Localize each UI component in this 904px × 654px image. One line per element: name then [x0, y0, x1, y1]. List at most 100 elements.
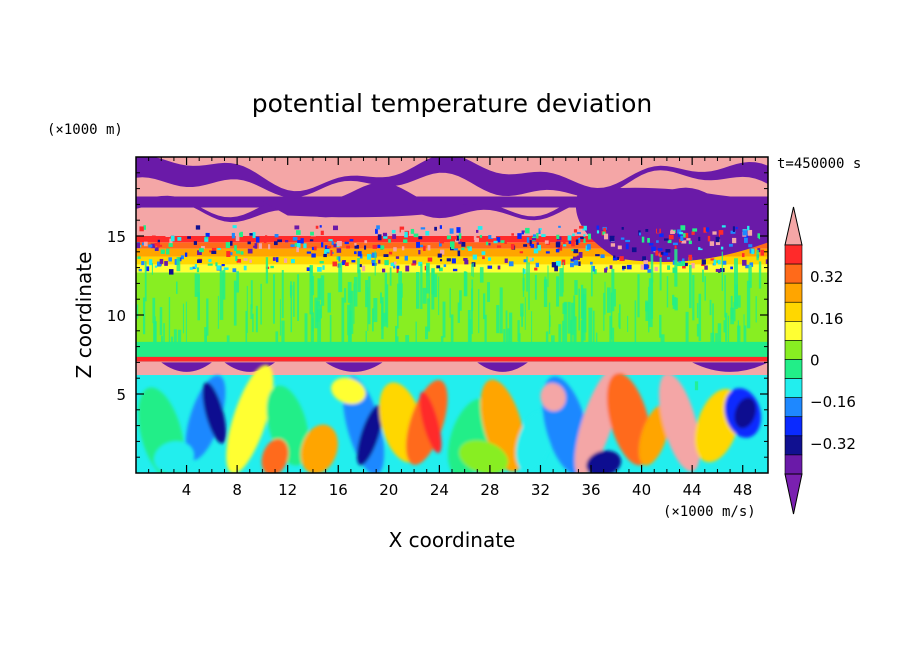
speckle: [649, 250, 652, 256]
layer-band-2: [136, 248, 768, 257]
speckle: [741, 253, 745, 258]
speckle: [533, 248, 539, 254]
eddy: [153, 441, 194, 473]
speckle: [317, 267, 322, 272]
speckle: [603, 227, 607, 234]
speckle: [155, 247, 159, 251]
streak: [549, 315, 551, 327]
layer-band-4: [136, 236, 768, 243]
speckle: [180, 255, 184, 260]
colorbar-label: −0.16: [810, 393, 856, 411]
streak: [154, 321, 157, 345]
streak: [457, 302, 460, 323]
streak: [320, 275, 325, 306]
speckle: [320, 230, 324, 236]
speckle: [609, 235, 615, 242]
speckle: [166, 248, 170, 255]
x-tick-label: 4: [182, 481, 192, 499]
y-axis-ticks: 5 10 15: [107, 172, 768, 458]
colorbar-swatch: [784, 435, 803, 456]
colorbar-extend-top: [784, 206, 803, 246]
streak: [152, 297, 156, 324]
speckle: [573, 249, 579, 254]
streak: [373, 298, 378, 323]
speckle: [412, 260, 417, 265]
speckle: [150, 243, 156, 249]
inversion-dip-3: [477, 362, 528, 372]
speckle: [647, 237, 650, 243]
neutral-streaks: [136, 249, 768, 391]
streak: [505, 310, 508, 356]
streak: [618, 304, 621, 329]
speckle: [225, 242, 231, 249]
speckle: [590, 261, 593, 265]
inversion-line: [136, 356, 768, 362]
colorbar: 0.32 0.16 0 −0.16 −0.32: [784, 206, 856, 515]
speckle: [573, 260, 579, 266]
speckle: [284, 240, 289, 243]
speckle: [683, 262, 688, 267]
speckle: [296, 247, 299, 253]
speckle: [554, 265, 558, 272]
speckle: [651, 246, 656, 252]
speckle: [659, 252, 662, 258]
streak: [479, 267, 484, 283]
speckle: [390, 262, 396, 267]
speckle: [349, 238, 355, 242]
speckle: [531, 238, 537, 241]
streak: [688, 264, 692, 309]
speckle: [487, 265, 493, 269]
speckle: [148, 259, 153, 266]
streak: [528, 262, 530, 310]
colorbar-swatch: [784, 378, 803, 398]
y-tick-label: 15: [107, 228, 126, 246]
streak: [289, 285, 293, 296]
streak: [483, 293, 486, 320]
y-tick-label: 5: [116, 386, 126, 404]
speckle: [189, 267, 193, 270]
speckle: [277, 239, 282, 243]
streak: [144, 261, 147, 302]
speckle: [663, 238, 669, 241]
speckle: [420, 227, 426, 230]
speckle: [379, 245, 385, 250]
colorbar-swatch: [784, 397, 803, 418]
streak: [365, 280, 368, 308]
speckle: [240, 251, 244, 255]
colorbar-swatch: [784, 454, 803, 475]
speckle: [672, 242, 678, 246]
speckle: [576, 255, 580, 261]
streak: [450, 314, 454, 356]
streak: [449, 288, 451, 318]
speckle: [721, 225, 726, 228]
speckle: [593, 269, 597, 275]
speckle: [354, 244, 359, 249]
speckle: [153, 231, 157, 235]
streak: [581, 294, 586, 341]
speckle: [619, 256, 624, 262]
streak: [245, 310, 248, 346]
speckle: [418, 236, 423, 240]
streak: [727, 315, 730, 359]
speckle: [522, 230, 525, 233]
speckle: [391, 229, 396, 234]
speckle: [371, 262, 377, 266]
streak: [327, 292, 331, 313]
speckle: [136, 228, 139, 232]
streak: [279, 299, 281, 336]
speckle: [532, 234, 536, 239]
speckle: [159, 258, 164, 264]
lower-eddies: [138, 364, 762, 473]
speckle: [143, 225, 146, 230]
speckle: [168, 257, 172, 262]
streak: [368, 276, 371, 325]
speckle: [555, 242, 561, 248]
speckle: [571, 248, 574, 252]
speckle: [184, 252, 188, 257]
streak: [712, 303, 714, 346]
speckle: [192, 266, 196, 270]
speckle: [336, 248, 342, 253]
speckle: [193, 241, 197, 245]
speckle: [375, 228, 378, 234]
speckle: [313, 246, 317, 251]
